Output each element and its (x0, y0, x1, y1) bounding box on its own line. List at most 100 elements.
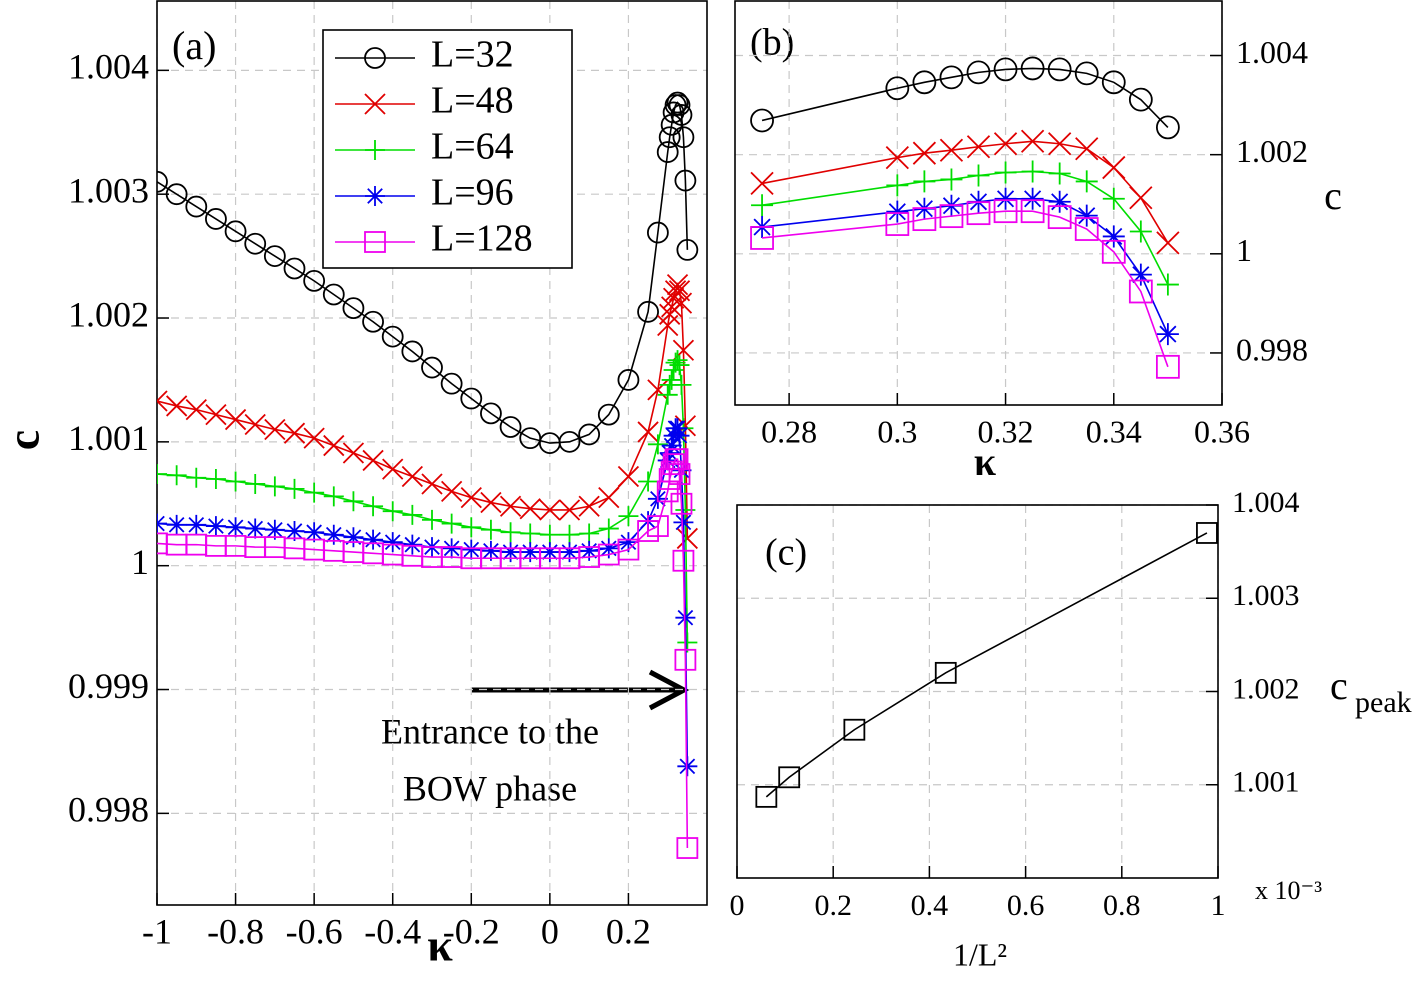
marker (676, 837, 699, 859)
marker (750, 226, 774, 250)
marker (1074, 61, 1099, 86)
marker (1102, 187, 1125, 210)
x-tick-label: -0.2 (443, 911, 500, 951)
marker (939, 65, 964, 90)
plot-area (157, 91, 699, 859)
marker (751, 194, 774, 217)
marker (885, 146, 909, 170)
marker (402, 534, 423, 555)
marker (559, 524, 580, 545)
marker (670, 104, 693, 126)
marker (263, 245, 286, 268)
marker (618, 506, 639, 527)
marker (365, 140, 385, 160)
marker (1155, 354, 1180, 379)
marker (1196, 522, 1218, 544)
y-tick-label: 1.003 (68, 170, 149, 210)
marker (618, 532, 639, 553)
y-tick-label: 0.998 (68, 790, 149, 830)
marker (224, 408, 247, 431)
marker (670, 292, 693, 314)
legend-label: L=96 (431, 172, 514, 214)
marker (1129, 186, 1153, 210)
marker (304, 482, 325, 503)
marker (668, 94, 691, 116)
marker (205, 516, 226, 537)
marker (244, 232, 267, 255)
marker (1021, 187, 1044, 210)
marker (1075, 137, 1099, 161)
plot-area (750, 56, 1180, 379)
marker (245, 518, 266, 539)
marker (283, 422, 306, 444)
marker (1156, 231, 1180, 255)
marker (646, 515, 669, 537)
marker (303, 427, 325, 449)
x-tick-label: -1 (142, 911, 172, 951)
y-tick-label: 1.002 (1232, 672, 1300, 705)
marker (966, 135, 991, 159)
marker (1155, 115, 1180, 140)
legend-label: L=48 (431, 80, 514, 122)
x-tick-label: 0.3 (877, 413, 917, 449)
marker (1156, 273, 1179, 296)
marker (1101, 70, 1126, 95)
marker (500, 542, 521, 563)
marker (1101, 239, 1126, 264)
x-tick-label: 0.6 (1007, 889, 1045, 922)
x-tick-label: -0.6 (286, 911, 343, 951)
x-tick-label: 0.32 (978, 413, 1034, 449)
marker (993, 132, 1018, 156)
marker (461, 517, 482, 538)
marker (225, 471, 246, 492)
marker (1048, 162, 1071, 185)
marker (364, 231, 386, 253)
marker (205, 403, 227, 426)
marker (967, 164, 990, 187)
plot-frame (736, 504, 1219, 879)
marker (666, 448, 689, 471)
marker (539, 524, 560, 545)
marker (365, 186, 385, 206)
marker (598, 538, 619, 559)
marker (185, 399, 207, 421)
marker (539, 542, 560, 563)
x-tick-label: 0.2 (814, 889, 852, 922)
marker (519, 498, 541, 520)
marker (666, 273, 689, 296)
marker (166, 465, 187, 486)
series-line (157, 358, 689, 643)
marker (598, 486, 620, 509)
marker (617, 369, 640, 391)
marker (1075, 204, 1098, 227)
x-axis-label: κ (427, 920, 453, 971)
legend-label: L=64 (431, 126, 514, 168)
marker (1156, 323, 1179, 346)
marker (157, 390, 168, 412)
marker (381, 325, 404, 348)
marker (364, 93, 386, 115)
marker (1021, 160, 1044, 183)
marker (186, 514, 207, 535)
marker (670, 492, 693, 515)
marker (1048, 132, 1072, 156)
y-axis-label: c (0, 430, 49, 450)
marker (1074, 217, 1099, 241)
marker (225, 517, 246, 538)
x-tick-label: 0.4 (911, 889, 949, 922)
marker (480, 402, 502, 425)
marker (364, 47, 386, 69)
x-tick-label: 1 (1211, 889, 1226, 922)
x-axis-label: 1/L² (953, 936, 1007, 972)
marker (597, 403, 620, 426)
marker (323, 524, 344, 545)
marker (750, 171, 774, 196)
marker (401, 340, 424, 363)
marker (637, 300, 659, 323)
marker (402, 504, 423, 525)
series-line (765, 532, 1208, 798)
marker (993, 199, 1018, 224)
marker (284, 521, 305, 542)
marker (671, 374, 692, 395)
marker (912, 70, 937, 95)
